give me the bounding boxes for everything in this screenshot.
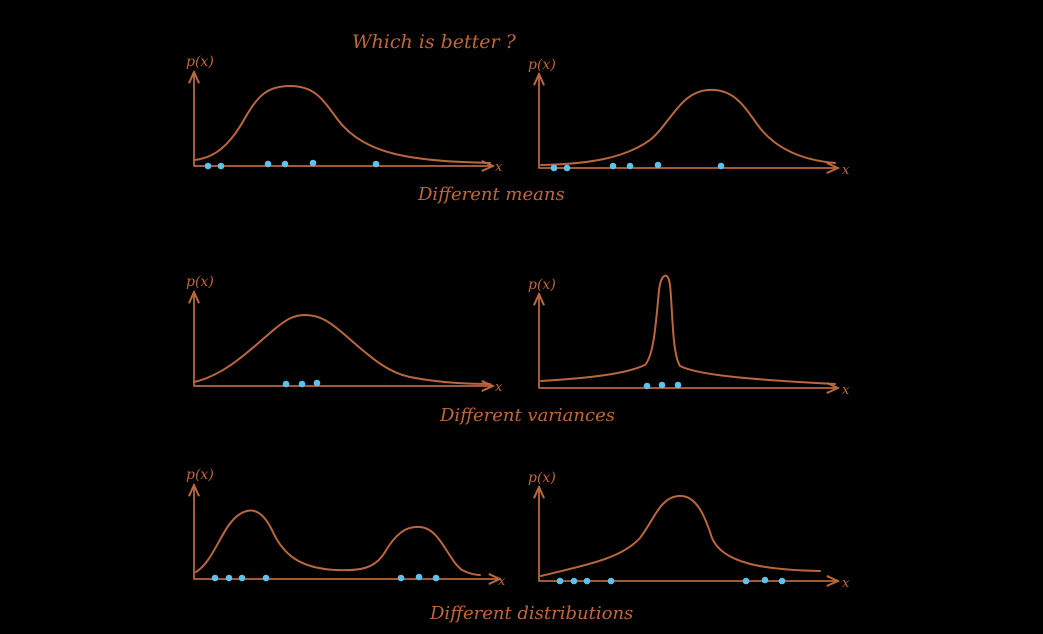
y-axis-label: p(x) bbox=[528, 470, 556, 486]
y-axis-label: p(x) bbox=[186, 274, 214, 290]
panel-means-left: p(x) x bbox=[186, 54, 503, 175]
sample-point bbox=[397, 574, 405, 582]
sample-point bbox=[225, 574, 233, 582]
sample-point bbox=[211, 574, 219, 582]
sample-point bbox=[282, 380, 290, 388]
density-curve bbox=[195, 509, 481, 576]
x-axis-label: x bbox=[842, 576, 850, 591]
sample-point bbox=[262, 574, 270, 582]
sample-point bbox=[778, 577, 786, 585]
sample-point bbox=[550, 164, 558, 172]
sample-point bbox=[281, 160, 289, 168]
diagram-title: Which is better ? bbox=[352, 31, 517, 53]
sample-point bbox=[415, 573, 423, 581]
x-axis-label: x bbox=[495, 380, 503, 395]
panel-means-right: p(x) x bbox=[528, 57, 850, 178]
density-curve bbox=[540, 88, 836, 166]
y-axis-label: p(x) bbox=[528, 57, 556, 73]
caption-distributions: Different distributions bbox=[429, 603, 633, 624]
sample-point bbox=[717, 162, 725, 170]
sample-point bbox=[204, 162, 212, 170]
density-curve bbox=[540, 274, 836, 385]
sample-point bbox=[238, 574, 246, 582]
sample-point bbox=[556, 577, 564, 585]
sample-point bbox=[372, 160, 380, 168]
sample-points bbox=[556, 576, 786, 585]
sample-point bbox=[298, 380, 306, 388]
sample-point bbox=[643, 382, 651, 390]
x-axis-label: x bbox=[495, 160, 503, 175]
sample-point bbox=[761, 576, 769, 584]
panel-variances-right: p(x) x bbox=[528, 274, 850, 398]
sample-point bbox=[264, 160, 272, 168]
density-curve bbox=[193, 85, 491, 164]
sample-points bbox=[204, 159, 380, 170]
sample-point bbox=[607, 577, 615, 585]
sample-points bbox=[643, 381, 682, 390]
sample-point bbox=[563, 164, 571, 172]
sample-point bbox=[626, 162, 634, 170]
sample-point bbox=[658, 381, 666, 389]
panel-variances-left: p(x) x bbox=[186, 274, 503, 395]
density-curve bbox=[193, 314, 491, 385]
caption-means: Different means bbox=[417, 184, 565, 205]
sample-point bbox=[742, 577, 750, 585]
x-axis-label: x bbox=[842, 163, 850, 178]
y-axis-label: p(x) bbox=[186, 467, 214, 483]
sample-point bbox=[674, 381, 682, 389]
sample-points bbox=[211, 573, 440, 582]
sample-point bbox=[570, 577, 578, 585]
sample-point bbox=[654, 161, 662, 169]
sample-points bbox=[282, 379, 321, 388]
panel-distributions-left: p(x) x bbox=[186, 467, 506, 589]
sample-point bbox=[609, 162, 617, 170]
caption-variances: Different variances bbox=[439, 405, 615, 426]
sample-point bbox=[217, 162, 225, 170]
y-axis-label: p(x) bbox=[186, 54, 214, 70]
x-axis-label: x bbox=[498, 574, 506, 589]
sample-point bbox=[309, 159, 317, 167]
sample-point bbox=[313, 379, 321, 387]
x-axis-label: x bbox=[842, 383, 850, 398]
sample-points bbox=[550, 161, 725, 172]
density-curve bbox=[540, 494, 821, 577]
sample-point bbox=[583, 577, 591, 585]
y-axis-label: p(x) bbox=[528, 277, 556, 293]
sample-point bbox=[432, 574, 440, 582]
panel-distributions-right: p(x) x bbox=[528, 470, 850, 591]
